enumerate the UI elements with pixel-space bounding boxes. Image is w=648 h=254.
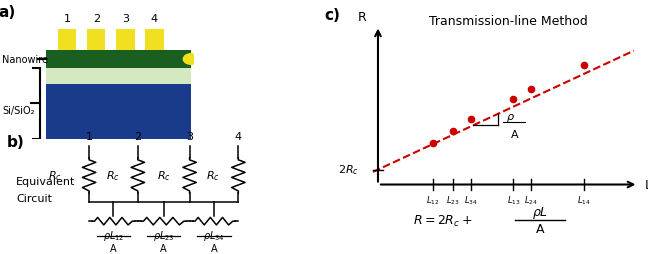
Text: $R_c$: $R_c$ — [106, 169, 119, 183]
Text: A: A — [110, 244, 117, 253]
Text: $R_c$: $R_c$ — [48, 169, 62, 183]
Text: a): a) — [0, 5, 16, 20]
Text: 3: 3 — [122, 13, 129, 23]
Text: Transmission-line Method: Transmission-line Method — [429, 15, 588, 28]
Circle shape — [183, 54, 199, 66]
Text: 2: 2 — [93, 13, 100, 23]
Text: A: A — [211, 244, 217, 253]
Text: $R_c$: $R_c$ — [157, 169, 171, 183]
Text: $L_{24}$: $L_{24}$ — [524, 194, 538, 207]
Text: Circuit: Circuit — [16, 193, 52, 203]
Bar — [45, 68, 191, 84]
Text: $L_{23}$: $L_{23}$ — [446, 194, 460, 207]
Text: $2R_c$: $2R_c$ — [338, 163, 359, 177]
Text: $L_{14}$: $L_{14}$ — [577, 194, 590, 207]
Text: 1: 1 — [64, 13, 71, 23]
Text: 1: 1 — [86, 132, 93, 142]
Bar — [45, 51, 191, 68]
Text: 3: 3 — [186, 132, 193, 142]
Text: $\rho L_{23}$: $\rho L_{23}$ — [153, 228, 174, 242]
Text: R: R — [358, 11, 367, 24]
Bar — [87, 30, 106, 51]
Text: $\rho L_{34}$: $\rho L_{34}$ — [203, 228, 225, 242]
Text: A: A — [536, 222, 544, 235]
Text: $L_{12}$: $L_{12}$ — [426, 194, 440, 207]
Text: 2: 2 — [134, 132, 141, 142]
Text: $R_c$: $R_c$ — [206, 169, 220, 183]
Text: Equivalent: Equivalent — [16, 177, 75, 186]
Text: $L_{34}$: $L_{34}$ — [464, 194, 478, 207]
Bar — [45, 84, 191, 140]
Text: Nanowire: Nanowire — [2, 55, 48, 65]
Bar — [145, 30, 163, 51]
Text: $L_{13}$: $L_{13}$ — [507, 194, 520, 207]
Text: $\rho L$: $\rho L$ — [532, 204, 548, 220]
Text: b): b) — [7, 135, 25, 150]
Bar — [117, 30, 135, 51]
Text: $\rho L_{12}$: $\rho L_{12}$ — [103, 228, 124, 242]
Text: 4: 4 — [151, 13, 158, 23]
Text: Si/SiO₂: Si/SiO₂ — [2, 106, 34, 116]
Text: L: L — [645, 178, 648, 191]
Text: 4: 4 — [235, 132, 242, 142]
Text: c): c) — [324, 8, 340, 23]
Text: A: A — [511, 130, 518, 139]
Text: A: A — [161, 244, 167, 253]
Text: $\rho$: $\rho$ — [506, 112, 515, 124]
Text: $R = 2R_c+$: $R = 2R_c+$ — [413, 213, 472, 228]
Bar — [58, 30, 76, 51]
